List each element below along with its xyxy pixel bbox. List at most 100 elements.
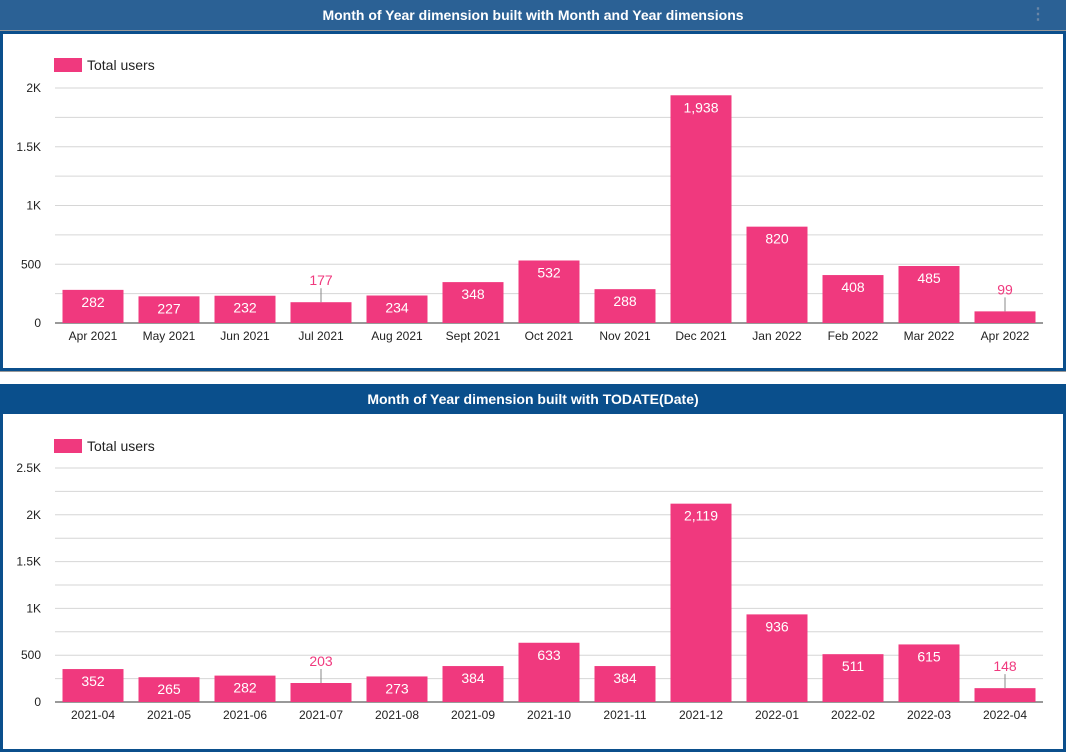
y-tick-label: 0 xyxy=(34,695,41,709)
x-tick-label: Jul 2021 xyxy=(298,329,344,343)
x-tick-label: 2022-01 xyxy=(755,708,799,722)
data-label: 273 xyxy=(385,680,409,696)
x-tick-label: Aug 2021 xyxy=(371,329,423,343)
chart1-title: Month of Year dimension built with Month… xyxy=(322,7,744,23)
data-label: 633 xyxy=(537,647,561,663)
data-label: 408 xyxy=(841,279,865,295)
x-tick-label: 2021-10 xyxy=(527,708,571,722)
x-tick-label: 2021-08 xyxy=(375,708,419,722)
bar xyxy=(518,260,580,323)
data-label: 352 xyxy=(81,673,105,689)
data-label: 234 xyxy=(385,300,409,316)
data-label: 1,938 xyxy=(683,99,718,115)
bar xyxy=(214,295,276,323)
data-label: 203 xyxy=(309,653,333,669)
bar xyxy=(62,669,124,702)
legend-label: Total users xyxy=(87,438,155,454)
bar xyxy=(746,614,808,702)
x-tick-label: Feb 2022 xyxy=(828,329,879,343)
chart2-title: Month of Year dimension built with TODAT… xyxy=(367,391,699,407)
y-tick-label: 2K xyxy=(26,508,41,522)
bar xyxy=(290,682,352,702)
legend-swatch xyxy=(54,439,82,453)
bar xyxy=(214,675,276,702)
y-tick-label: 1.5K xyxy=(16,555,41,569)
bar xyxy=(138,296,200,323)
bar xyxy=(594,289,656,323)
x-tick-label: 2021-11 xyxy=(603,708,646,722)
bar xyxy=(366,295,428,323)
data-label: 232 xyxy=(233,300,257,316)
x-tick-label: Mar 2022 xyxy=(904,329,955,343)
bar xyxy=(290,302,352,323)
more-vertical-icon[interactable]: ⋮ xyxy=(1030,6,1046,23)
data-label: 288 xyxy=(613,293,637,309)
data-label: 177 xyxy=(309,272,333,288)
chart1-header: Month of Year dimension built with Month… xyxy=(0,0,1066,30)
bar xyxy=(366,676,428,702)
data-label: 282 xyxy=(81,294,105,310)
x-tick-label: 2021-04 xyxy=(71,708,115,722)
chart1-panel: Total users 0 500 1K 1.5K 2K Apr 2021 282 May 20… xyxy=(0,31,1066,371)
bar xyxy=(442,282,504,323)
y-tick-label: 500 xyxy=(21,648,41,662)
y-tick-label: 2K xyxy=(26,81,41,95)
bar xyxy=(442,666,504,702)
data-label: 227 xyxy=(157,300,181,316)
x-tick-label: 2022-04 xyxy=(983,708,1027,722)
data-label: 384 xyxy=(613,670,637,686)
x-tick-label: Dec 2021 xyxy=(675,329,727,343)
y-tick-label: 1.5K xyxy=(16,140,41,154)
x-tick-label: Oct 2021 xyxy=(525,329,574,343)
chart1-svg: Total users 0 500 1K 1.5K 2K Apr 2021 282 May 20… xyxy=(16,57,1043,343)
data-label: 485 xyxy=(917,270,941,286)
x-tick-label: Jan 2022 xyxy=(752,329,802,343)
x-tick-label: 2022-03 xyxy=(907,708,951,722)
data-label: 615 xyxy=(917,648,941,664)
bar xyxy=(670,95,732,323)
data-label: 820 xyxy=(765,231,789,247)
x-tick-label: 2021-09 xyxy=(451,708,495,722)
legend-label: Total users xyxy=(87,57,155,73)
chart2-svg: Total users 0 500 1K 1.5K 2K 2.5K 2021-04 352 202… xyxy=(16,438,1043,722)
bar xyxy=(822,654,884,702)
bar xyxy=(138,677,200,702)
bar xyxy=(594,666,656,702)
y-tick-label: 1K xyxy=(26,199,41,213)
x-tick-label: 2021-06 xyxy=(223,708,267,722)
x-tick-label: May 2021 xyxy=(143,329,196,343)
legend-swatch xyxy=(54,58,82,72)
bar xyxy=(822,275,884,323)
bar xyxy=(974,688,1036,702)
bar xyxy=(898,644,960,702)
bar xyxy=(746,226,808,323)
bar xyxy=(898,266,960,323)
x-tick-label: 2021-05 xyxy=(147,708,191,722)
data-label: 532 xyxy=(537,264,561,280)
x-tick-label: 2022-02 xyxy=(831,708,875,722)
bar xyxy=(518,642,580,702)
data-label: 348 xyxy=(461,286,485,302)
y-tick-label: 1K xyxy=(26,601,41,615)
bar xyxy=(62,289,124,323)
data-label: 282 xyxy=(233,680,257,696)
bar xyxy=(670,503,732,702)
x-tick-label: Sept 2021 xyxy=(446,329,501,343)
chart2-panel: Total users 0 500 1K 1.5K 2K 2.5K 2021-04 352 202… xyxy=(0,414,1066,752)
x-tick-label: Jun 2021 xyxy=(220,329,270,343)
y-tick-label: 0 xyxy=(34,316,41,330)
data-label: 384 xyxy=(461,670,485,686)
chart2-header: Month of Year dimension built with TODAT… xyxy=(0,384,1066,414)
x-tick-label: Apr 2022 xyxy=(981,329,1030,343)
data-label: 265 xyxy=(157,681,181,697)
x-tick-label: 2021-12 xyxy=(679,708,723,722)
x-tick-label: Nov 2021 xyxy=(599,329,651,343)
data-label: 99 xyxy=(997,281,1013,297)
y-tick-label: 500 xyxy=(21,257,41,271)
data-label: 148 xyxy=(993,658,1017,674)
x-tick-label: Apr 2021 xyxy=(69,329,118,343)
data-label: 511 xyxy=(842,658,865,674)
y-tick-label: 2.5K xyxy=(16,461,41,475)
data-label: 936 xyxy=(765,618,789,634)
bar xyxy=(974,311,1036,323)
